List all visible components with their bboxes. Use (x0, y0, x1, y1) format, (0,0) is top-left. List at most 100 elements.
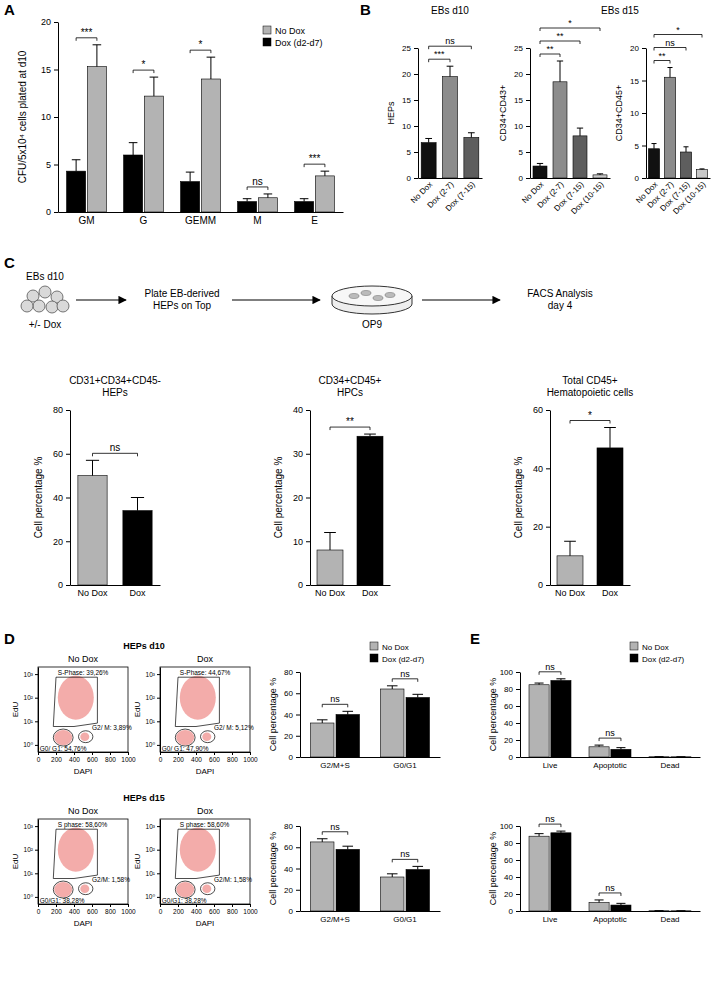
significance-label: ns (545, 814, 555, 824)
bar (381, 877, 404, 911)
x-axis-tick: Dead (660, 757, 679, 770)
significance-label: ** (556, 31, 564, 41)
arrow (422, 299, 500, 300)
bar-chart: 020406080100LiveApoptoticDeadCell percen… (488, 642, 701, 770)
y-axis-tick-mark (296, 826, 300, 827)
y-axis-tick-mark (157, 745, 160, 746)
y-axis-tick-mark (54, 117, 58, 118)
gate (53, 677, 97, 726)
error-bar (93, 45, 102, 67)
step-note: +/- Dox (29, 319, 62, 330)
y-axis-title: Cell percentage % (268, 678, 278, 752)
x-axis-tick-label: E (311, 215, 318, 226)
embryoid-body-icon (33, 300, 45, 312)
x-axis-tick-label: Apoptotic (593, 761, 626, 770)
x-axis-tick: 200 (51, 752, 62, 763)
x-axis: No DoxDox (551, 585, 631, 598)
cell-icon (361, 291, 371, 296)
y-axis-tick-label: 20 (41, 17, 51, 27)
error-bar (655, 910, 664, 911)
y-axis-tick-mark (157, 897, 160, 898)
significance-label: ns (545, 662, 555, 672)
y-axis-tick-mark (526, 152, 530, 153)
x-axis-tick-label: 1000 (243, 756, 258, 763)
y-axis-tick-label: 60 (533, 405, 543, 415)
y-axis-tick-mark (35, 873, 38, 874)
y-axis-tick: 10³ (146, 671, 160, 678)
y-axis-tick-mark (516, 740, 520, 741)
x-axis-tick-label: 1000 (243, 908, 258, 915)
panel-label: B (360, 1, 371, 18)
y-axis-tick-label: 80 (53, 405, 63, 415)
x-axis-tick-mark (196, 904, 197, 907)
bar (357, 436, 383, 585)
y-axis-tick-label: 0 (509, 753, 514, 762)
x-axis-title: DAPI (74, 767, 93, 776)
y-axis-line (310, 411, 311, 586)
x-axis-tick: 1000 (243, 752, 258, 763)
x-axis-tick-mark (232, 904, 233, 907)
cell-icon (385, 293, 395, 298)
y-axis-tick: 5 (519, 148, 530, 157)
y-axis-tick-label: 60 (504, 856, 513, 865)
bar (573, 136, 587, 178)
y-axis-tick-label: 0 (509, 907, 514, 916)
chart-title: Dox (197, 654, 214, 664)
y-axis-tick-mark (306, 410, 310, 411)
x-axis-line (71, 585, 161, 586)
gate-label: S-Phase: 44,67% (180, 669, 231, 676)
group-header: EBs d10 (431, 5, 469, 16)
event-density (54, 730, 72, 745)
bar (238, 202, 257, 212)
x-axis-tick-mark (214, 752, 215, 755)
y-axis-tick-mark (516, 894, 520, 895)
x-axis-tick-label: 800 (105, 908, 116, 915)
y-axis-line (300, 827, 301, 912)
error-bar (129, 143, 138, 155)
y-axis-tick: 20 (284, 732, 300, 741)
x-axis-line (301, 757, 441, 758)
x-axis: No DoxDox (2-7)Dox (7-15)Dox (10-15) (520, 178, 610, 216)
x-axis: 02004006008001000 (159, 752, 258, 763)
x-axis-tick-label: Dox (10-15) (569, 180, 605, 216)
y-axis-tick-mark (546, 410, 550, 411)
x-axis: No DoxDox (2-7)Dox (7-15) (409, 178, 483, 213)
y-axis: 020406080 (53, 405, 71, 590)
x-axis-tick-label: 600 (209, 756, 220, 763)
y-axis-line (646, 49, 647, 179)
step-label: HEPs on Top (153, 300, 212, 311)
gate-label: S phase: 58,60% (58, 821, 108, 829)
x-axis-line (39, 752, 129, 753)
plot-area (529, 831, 691, 911)
bar-chart: 010203040No DoxDoxCell percentage %CD34+… (273, 375, 391, 598)
y-axis-tick-label: 80 (504, 839, 513, 848)
y-axis-tick: 25 (402, 44, 418, 53)
gate (175, 677, 219, 726)
y-axis-tick: 10⁰ (23, 741, 38, 748)
y-axis-tick-label: 0 (407, 174, 412, 183)
y-axis-tick: 10² (146, 846, 160, 853)
figure: ABCDEEBs d10+/- DoxPlate EB-derivedHEPs … (0, 0, 718, 996)
y-axis: 10⁰10¹10²10³ (23, 668, 38, 753)
x-axis-tick: 400 (69, 904, 80, 915)
x-axis-tick-label: G (140, 215, 148, 226)
error-bar (595, 745, 604, 747)
event-density (58, 828, 94, 872)
x-axis-tick-mark (74, 904, 75, 907)
bar (443, 77, 458, 178)
significance-bracket (330, 427, 370, 430)
y-axis-tick-mark (642, 48, 646, 49)
y-axis-tick-mark (54, 22, 58, 23)
y-axis-tick-mark (526, 100, 530, 101)
error-bar (150, 77, 159, 96)
group-header: HEPs d10 (123, 641, 165, 651)
y-axis-tick: 10 (402, 122, 418, 131)
x-axis-tick-label: Dox (7-15) (444, 180, 477, 213)
y-axis-tick: 20 (41, 17, 58, 27)
y-axis-tick: 15 (514, 96, 530, 105)
error-bar (387, 874, 398, 877)
x-axis-tick-label: GEMM (185, 215, 216, 226)
x-axis-tick-mark (250, 752, 251, 755)
y-axis-tick-label: 0 (538, 580, 543, 590)
significance-bracket (539, 672, 561, 675)
